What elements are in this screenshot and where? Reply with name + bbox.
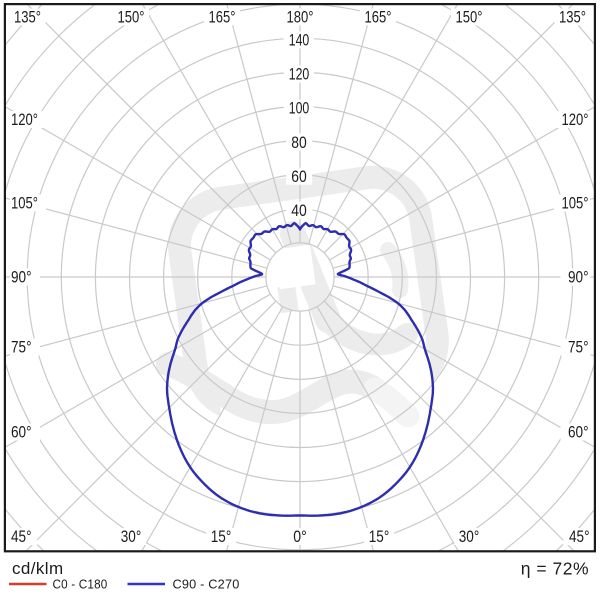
svg-text:75°: 75° [11,339,32,357]
svg-text:135°: 135° [14,9,41,27]
svg-text:105°: 105° [11,195,38,213]
svg-text:30°: 30° [121,528,142,546]
svg-text:120°: 120° [11,111,38,129]
svg-text:105°: 105° [562,195,589,213]
svg-text:30°: 30° [459,528,480,546]
svg-text:150°: 150° [118,9,145,27]
svg-text:60: 60 [291,168,307,186]
svg-text:120: 120 [289,66,310,84]
svg-text:40: 40 [291,202,307,220]
svg-text:C0 - C180: C0 - C180 [53,577,108,592]
svg-text:45°: 45° [569,528,590,546]
svg-text:45°: 45° [11,528,32,546]
svg-text:180°: 180° [287,9,314,27]
svg-text:135°: 135° [559,9,586,27]
svg-text:80: 80 [291,134,307,152]
svg-text:15°: 15° [369,528,390,546]
svg-text:60°: 60° [11,424,32,442]
svg-text:90°: 90° [568,269,589,287]
svg-text:165°: 165° [209,9,236,27]
svg-text:η = 72%: η = 72% [521,559,589,579]
svg-text:90°: 90° [11,269,32,287]
svg-text:60°: 60° [568,424,589,442]
svg-text:150°: 150° [456,9,483,27]
svg-text:0°: 0° [293,528,307,546]
svg-text:15°: 15° [211,528,232,546]
svg-text:120°: 120° [562,111,589,129]
svg-text:100: 100 [289,100,310,118]
svg-text:140: 140 [289,32,310,50]
svg-text:75°: 75° [568,339,589,357]
svg-text:165°: 165° [365,9,392,27]
svg-text:cd/klm: cd/klm [12,559,64,578]
svg-text:C90 - C270: C90 - C270 [173,577,240,592]
